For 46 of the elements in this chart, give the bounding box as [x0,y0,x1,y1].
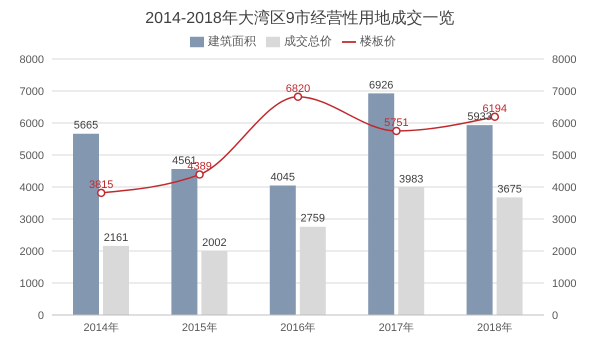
data-label: 3983 [398,174,424,186]
y-tick-label: 8000 [20,54,44,66]
bar [171,169,198,315]
data-label: 6926 [368,79,394,92]
legend-label: 建筑面积 [208,34,256,48]
bar [270,186,296,315]
point [96,188,106,198]
y-tick-label: 6000 [20,118,44,130]
y2-tick-label: 3000 [552,214,576,226]
data-label: 6820 [286,82,310,95]
data-label: 2759 [300,212,326,225]
data-label: 3675 [497,183,522,196]
point [490,112,500,122]
y2-tick-label: 0 [552,310,558,322]
data-label: 4045 [270,172,296,184]
data-label: 3815 [88,178,114,191]
x-tick-label: 2015年 [182,322,218,334]
y-tick-label: 5000 [20,150,44,162]
chart-title: 2014-2018年大湾区9市经营性用地成交一览 [144,8,456,29]
y-tick-label: 3000 [20,214,44,226]
y-tick-label: 7000 [20,86,44,98]
y2-tick-label: 2000 [552,246,576,258]
legend-label: 楼板价 [360,34,396,48]
bar [466,125,493,315]
y2-tick-label: 1000 [552,278,576,290]
data-label: 5665 [74,120,98,132]
point [392,126,401,136]
y-tick-label: 1000 [20,278,44,290]
point [195,170,204,179]
x-tick-label: 2014年 [83,322,119,334]
y-tick-label: 0 [38,310,44,322]
x-tick-label: 2017年 [378,322,414,334]
y2-tick-label: 8000 [552,54,576,66]
x-tick-label: 2018年 [477,322,513,334]
y2-tick-label: 5000 [552,150,576,162]
point [294,92,302,102]
data-label: 2002 [202,236,227,249]
data-label: 5751 [384,116,409,129]
legend-label: 成交总价 [284,34,332,48]
y-tick-label: 4000 [20,182,44,194]
y-tick-label: 2000 [20,246,44,258]
x-tick-label: 2016年 [280,322,316,334]
y2-tick-label: 6000 [552,118,576,130]
y2-tick-label: 4000 [552,182,576,194]
data-label: 2161 [104,232,128,244]
y2-tick-label: 7000 [552,86,576,98]
